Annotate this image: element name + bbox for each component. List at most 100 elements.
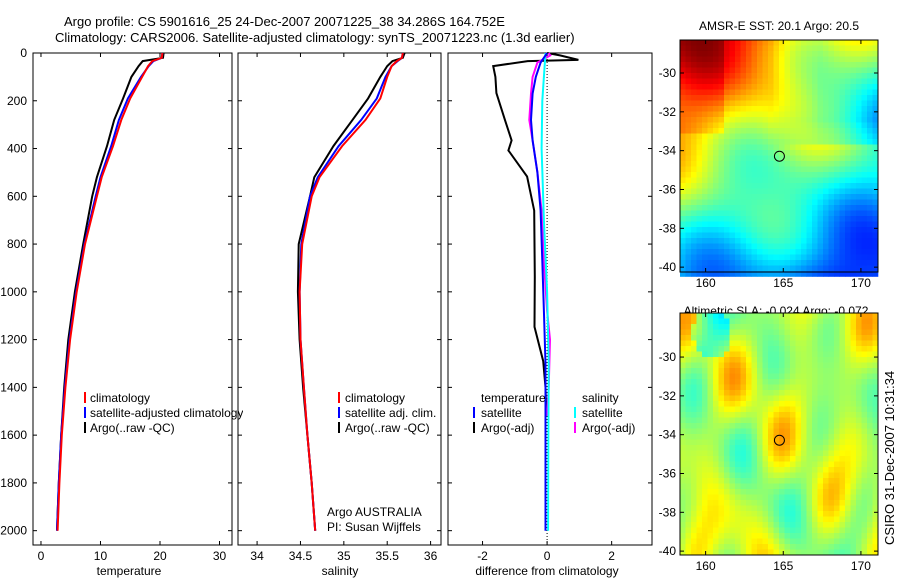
legend-label: Argo(-adj) — [582, 421, 635, 435]
map-cell — [806, 199, 813, 206]
map-cell — [812, 56, 818, 63]
map-cell — [757, 511, 763, 517]
map-cell — [850, 412, 857, 418]
map-cell — [867, 216, 873, 222]
map-cell — [790, 406, 796, 413]
map-cell — [762, 205, 769, 211]
map-cell — [795, 516, 802, 523]
map-cell — [729, 144, 736, 151]
map-cell — [713, 511, 719, 517]
map-cell — [729, 232, 736, 239]
map-cell — [828, 434, 835, 440]
map-cell — [702, 177, 708, 184]
map-cell — [751, 139, 758, 145]
map-cell — [757, 522, 763, 528]
map-cell — [872, 166, 879, 173]
map-cell — [795, 549, 802, 556]
map-cell — [823, 439, 829, 446]
map-cell — [823, 533, 829, 539]
map-cell — [795, 384, 802, 391]
map-cell — [707, 357, 714, 363]
map-cell — [872, 313, 879, 319]
map-cell — [834, 249, 840, 255]
map-cell — [812, 205, 818, 211]
map-cell — [828, 505, 835, 512]
x-tick-label: 2 — [608, 549, 615, 563]
map-cell — [823, 511, 829, 517]
map-cell — [823, 205, 829, 211]
map-cell — [773, 243, 780, 250]
map-cell — [850, 434, 857, 440]
map-cell — [685, 489, 692, 495]
map-cell — [707, 122, 714, 129]
map-cell — [702, 340, 708, 347]
map-cell — [856, 368, 862, 374]
map-cell — [817, 351, 824, 358]
map-cell — [839, 166, 846, 173]
map-cell — [812, 271, 818, 277]
map-cell — [861, 357, 868, 363]
map-cell — [751, 329, 758, 336]
map-cell — [850, 117, 857, 123]
map-cell — [806, 461, 813, 468]
map-cell — [867, 265, 873, 272]
map-cell — [746, 111, 752, 118]
map-cell — [773, 260, 780, 266]
map-cell — [746, 84, 752, 90]
map-cell — [751, 533, 758, 539]
map-cell — [729, 456, 736, 462]
map-cell — [707, 188, 714, 195]
map-cell — [746, 95, 752, 101]
map-cell — [718, 362, 725, 369]
map-cell — [801, 373, 807, 380]
map-cell — [817, 166, 824, 173]
map-cell — [817, 516, 824, 523]
map-cell — [685, 500, 692, 506]
series-line-satellite — [529, 52, 548, 531]
map-cell — [707, 329, 714, 336]
map-cell — [768, 51, 774, 57]
map-cell — [872, 351, 879, 358]
map-cell — [867, 544, 873, 550]
map-cell — [707, 368, 714, 374]
map-cell — [740, 155, 747, 162]
map-cell — [713, 40, 719, 46]
map-cell — [834, 177, 840, 184]
map-cell — [680, 472, 686, 479]
map-cell — [834, 144, 840, 151]
map-cell — [867, 357, 873, 363]
map-cell — [757, 62, 763, 68]
map-cell — [856, 450, 862, 457]
map-cell — [861, 450, 868, 457]
map-cell — [801, 210, 807, 217]
map-cell — [795, 406, 802, 413]
map-cell — [806, 544, 813, 550]
map-cell — [790, 522, 796, 528]
map-cell — [839, 89, 846, 96]
map-cell — [779, 505, 785, 512]
map-cell — [707, 340, 714, 347]
map-cell — [685, 439, 692, 446]
map-cell — [773, 84, 780, 90]
map-cell — [839, 335, 846, 341]
map-cell — [812, 538, 818, 545]
map-cell — [751, 188, 758, 195]
map-cell — [867, 139, 873, 145]
map-cell — [790, 161, 796, 167]
map-cell — [850, 511, 857, 517]
map-cell — [768, 522, 774, 528]
map-cell — [823, 117, 829, 123]
map-cell — [685, 423, 692, 429]
map-cell — [812, 401, 818, 407]
map-cell — [839, 95, 846, 101]
map-cell — [872, 194, 879, 200]
map-cell — [795, 84, 802, 90]
map-cell — [839, 423, 846, 429]
map-cell — [823, 67, 829, 74]
map-cell — [828, 89, 835, 96]
map-cell — [696, 516, 703, 523]
map-cell — [762, 379, 769, 385]
map-cell — [724, 494, 730, 501]
map-cell — [817, 362, 824, 369]
map-cell — [817, 100, 824, 107]
